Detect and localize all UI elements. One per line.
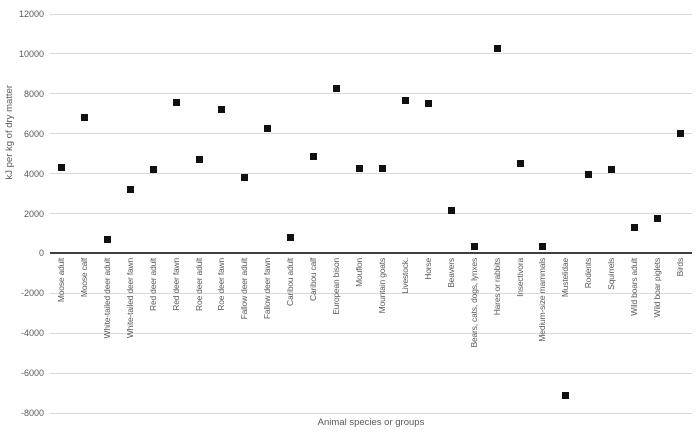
- data-point: [195, 156, 203, 164]
- data-point: [562, 391, 570, 399]
- x-tick-label: Roe deer fawn: [216, 258, 227, 312]
- x-tick-label: Beavers: [445, 258, 456, 289]
- gridline: [50, 173, 692, 175]
- x-tick-label: Wild boar piglets: [652, 258, 663, 318]
- data-point: [57, 164, 65, 172]
- data-point: [218, 106, 226, 114]
- gridline: [50, 292, 692, 294]
- x-tick-label: Red deer fawn: [170, 258, 181, 312]
- data-point: [654, 214, 662, 222]
- data-point: [493, 45, 501, 53]
- x-tick-label: Livestock.: [399, 258, 410, 295]
- x-tick-label: Horse: [422, 258, 433, 281]
- x-tick-label: White-tailed deer fawn: [124, 258, 135, 339]
- data-point: [356, 165, 364, 173]
- data-point: [172, 99, 180, 107]
- x-tick-label: Moose calf: [78, 258, 89, 298]
- x-tick-label: Wild boars adult: [629, 258, 640, 317]
- gridline: [50, 93, 692, 95]
- y-tick-label: 6000: [23, 128, 44, 139]
- x-tick-label: Fallow deer adult: [239, 258, 250, 320]
- x-tick-label: Moose adult: [55, 258, 66, 303]
- gridline: [50, 412, 692, 414]
- data-point: [470, 242, 478, 250]
- x-tick-label: Insectivora: [514, 258, 525, 298]
- x-tick-label: Roe deer adult: [193, 258, 204, 312]
- y-tick-label: 12000: [18, 9, 44, 19]
- x-tick-label: Squirrels: [606, 258, 617, 291]
- x-tick-label: Mustelidae: [560, 258, 571, 298]
- data-point: [241, 174, 249, 182]
- y-tick-label: 4000: [23, 168, 44, 179]
- data-point: [424, 100, 432, 108]
- x-tick-label: White-tailed deer adult: [101, 258, 112, 339]
- data-point: [585, 171, 593, 179]
- x-tick-label: Caribou adult: [285, 258, 296, 307]
- x-tick-label: Rodents: [583, 258, 594, 289]
- data-point: [447, 207, 455, 214]
- gridline: [50, 133, 692, 135]
- x-tick-label: Bears, cats, dogs, lynxes: [468, 258, 479, 348]
- y-tick-label: -4000: [20, 328, 44, 339]
- y-tick-label: 8000: [23, 88, 44, 99]
- y-tick-label: 10000: [18, 48, 44, 59]
- data-point: [539, 242, 547, 250]
- data-point: [287, 233, 295, 241]
- x-tick-label: Medium-size mammals: [537, 258, 548, 342]
- x-axis-title: Animal species or groups: [317, 417, 425, 428]
- data-point: [149, 166, 157, 174]
- x-tick-label: Mouflon: [354, 258, 365, 288]
- data-point: [608, 166, 616, 174]
- data-point: [310, 153, 318, 161]
- x-axis-line: [50, 252, 692, 255]
- x-tick-label: European bison: [331, 258, 342, 316]
- data-point: [378, 165, 386, 173]
- x-tick-label: Birds: [675, 258, 686, 277]
- gridline: [50, 213, 692, 214]
- data-point: [631, 223, 639, 231]
- x-tick-label: Fallow deer fawn: [262, 258, 273, 320]
- x-tick-label: Hares or rabbits: [491, 258, 502, 316]
- data-point: [401, 97, 409, 105]
- data-point: [333, 85, 341, 93]
- x-tick-label: Red deer adult: [147, 258, 158, 312]
- x-axis-title-wrap: Animal species or groups: [50, 412, 692, 430]
- y-tick-label: -8000: [20, 408, 44, 418]
- data-point: [126, 186, 134, 194]
- x-tick-label: Mountain goats: [376, 258, 387, 314]
- gridline: [50, 332, 692, 334]
- data-point: [80, 114, 88, 122]
- y-tick-label: 0: [38, 248, 44, 259]
- data-point: [516, 160, 524, 168]
- data-point: [103, 235, 111, 243]
- data-point: [677, 130, 685, 138]
- data-point: [264, 125, 272, 133]
- y-tick-label: -2000: [20, 288, 44, 299]
- x-tick-label: Caribou calf: [308, 258, 319, 302]
- gridline: [50, 13, 692, 15]
- y-tick-label: -6000: [20, 368, 44, 379]
- gridline: [50, 372, 692, 374]
- gridline: [50, 53, 692, 55]
- y-tick-label: 2000: [23, 208, 44, 219]
